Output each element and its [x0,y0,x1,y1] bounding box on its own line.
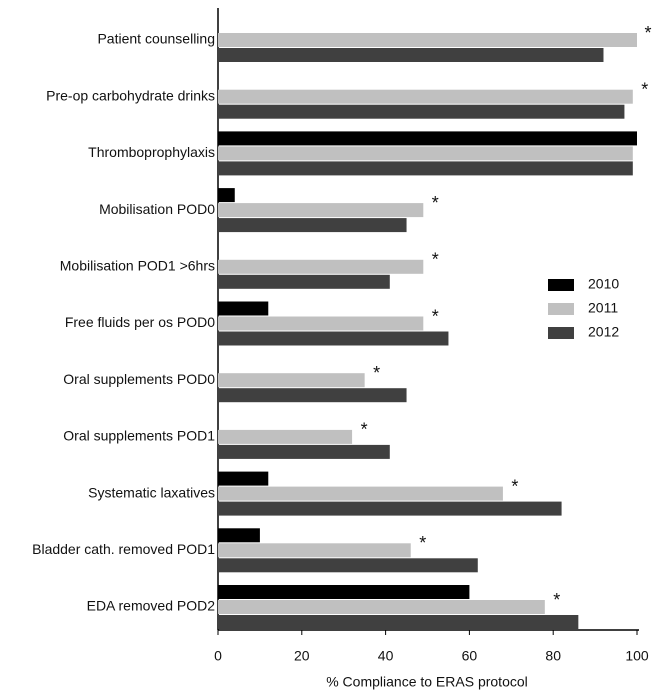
bar [218,274,390,289]
x-tick-label: 20 [294,648,310,664]
category-label: Thromboprophylaxis [88,144,215,160]
legend-swatch [548,327,574,339]
bar [218,528,260,543]
annotation: * [373,363,380,383]
bar [218,89,633,104]
bar [218,316,424,331]
bar [218,259,424,274]
x-tick-label: 60 [462,648,478,664]
x-axis-label: % Compliance to ERAS protocol [326,674,528,690]
bar [218,218,407,233]
bar [218,486,503,501]
bar [218,131,637,146]
x-tick-label: 40 [378,648,394,664]
annotation: * [419,533,426,553]
x-tick-label: 0 [214,648,222,664]
bar [218,444,390,459]
bar [218,429,353,444]
legend-label: 2011 [588,300,618,316]
x-tick-label: 80 [545,648,561,664]
annotation: * [641,79,648,99]
bar [218,558,478,573]
category-label: Mobilisation POD0 [99,201,215,217]
category-label: Oral supplements POD0 [63,371,215,387]
bar [218,388,407,403]
bar [218,33,637,47]
annotation: * [553,590,560,610]
category-label: Free fluids per os POD0 [65,314,215,330]
annotation: * [432,193,439,213]
annotation: * [361,420,368,440]
x-tick-label: 100 [625,648,649,664]
bar [218,188,235,203]
annotation: * [511,476,518,496]
category-label: Patient counselling [97,31,215,47]
bar [218,501,562,516]
bar [218,301,269,316]
bar [218,600,545,614]
category-label: Systematic laxatives [88,484,215,500]
category-label: Bladder cath. removed POD1 [32,541,215,557]
bar [218,471,269,486]
category-label: Oral supplements POD1 [63,428,215,444]
bar [218,203,424,218]
legend-label: 2010 [588,276,619,292]
legend-swatch [548,279,574,291]
bar [218,161,633,176]
bar [218,585,470,599]
bar [218,48,604,62]
annotation: * [432,306,439,326]
bar [218,104,625,119]
bar [218,615,579,629]
annotation: * [432,250,439,270]
bar [218,543,411,558]
category-label: EDA removed POD2 [87,598,216,614]
bar [218,331,449,346]
annotation: * [644,23,651,43]
legend-label: 2012 [588,324,619,340]
bar [218,146,633,161]
bar [218,373,365,388]
legend-swatch [548,303,574,315]
category-label: Mobilisation POD1 >6hrs [60,258,215,274]
category-label: Pre-op carbohydrate drinks [46,87,215,103]
